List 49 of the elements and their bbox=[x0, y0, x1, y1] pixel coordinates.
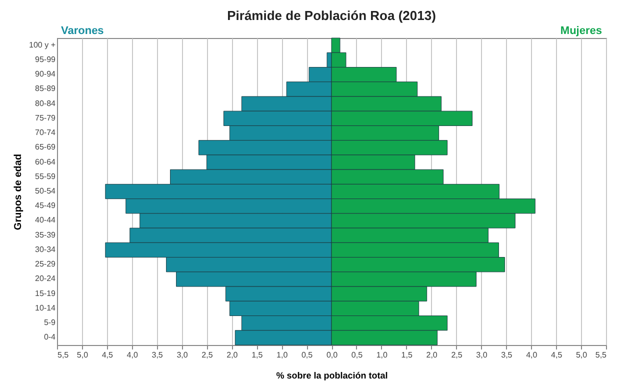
x-tick-label: 1,5 bbox=[401, 350, 413, 360]
y-tick-label: 90-94 bbox=[35, 70, 56, 79]
x-tick-label: 3,5 bbox=[501, 350, 513, 360]
x-tick-label: 2,5 bbox=[451, 350, 463, 360]
y-tick-label: 15-19 bbox=[35, 288, 56, 298]
x-tick-label: 5,5 bbox=[58, 350, 70, 360]
y-tick-label: 45-49 bbox=[35, 201, 56, 210]
y-tick-label: 55-59 bbox=[35, 172, 56, 181]
y-axis-title: Grupos de edad bbox=[13, 154, 24, 230]
x-tick-label: 2,5 bbox=[202, 350, 214, 360]
y-tick-label: 25-29 bbox=[35, 260, 56, 269]
text: Mujeres bbox=[560, 25, 602, 37]
x-tick-label: 0,5 bbox=[351, 350, 364, 360]
y-tick-label: 50-54 bbox=[35, 186, 56, 196]
x-tick-label: 3,0 bbox=[476, 350, 488, 360]
y-tick-label: 100 y + bbox=[29, 40, 56, 50]
y-tick-label: 95-99 bbox=[35, 54, 56, 64]
x-tick-label: 2,0 bbox=[226, 350, 238, 360]
y-tick-label: 85-89 bbox=[35, 84, 56, 94]
y-tick-label: 60-64 bbox=[35, 157, 56, 166]
chart-title: Pirámide de Población Roa (2013) bbox=[227, 8, 436, 23]
y-tick-label: 65-69 bbox=[35, 142, 56, 152]
y-tick-label: 30-34 bbox=[35, 244, 56, 254]
x-tick-label: 3,0 bbox=[176, 350, 188, 360]
x-tick-label: 1,0 bbox=[376, 350, 388, 360]
x-tick-label: 1,5 bbox=[252, 350, 264, 360]
x-tick-label: 3,5 bbox=[152, 350, 164, 360]
x-tick-label: 1,0 bbox=[276, 350, 288, 360]
y-tick-label: 75-79 bbox=[35, 113, 56, 122]
x-tick-label: 0,5 bbox=[301, 350, 314, 360]
y-tick-label: 10-14 bbox=[35, 303, 56, 312]
x-tick-label: 4,0 bbox=[126, 350, 138, 360]
y-tick-label: 70-74 bbox=[35, 128, 56, 138]
y-tick-label: 80-84 bbox=[35, 98, 56, 108]
x-tick-label: 4,5 bbox=[102, 350, 114, 360]
y-tick-label: 40-44 bbox=[35, 216, 56, 225]
x-tick-label: 5,5 bbox=[595, 350, 608, 360]
y-tick-label: 35-39 bbox=[35, 230, 56, 240]
x-axis-title: % sobre la población total bbox=[276, 370, 388, 380]
x-tick-label: 0,0 bbox=[326, 350, 338, 360]
x-tick-label: 2,0 bbox=[426, 350, 438, 360]
text: Varones bbox=[61, 25, 104, 37]
y-tick-label: 0-4 bbox=[44, 332, 56, 342]
x-tick-label: 5,0 bbox=[576, 350, 588, 360]
y-tick-label: 5-9 bbox=[44, 318, 56, 328]
y-tick-label: 20-24 bbox=[35, 274, 56, 284]
x-tick-label: 5,0 bbox=[76, 350, 89, 360]
x-tick-label: 4,5 bbox=[551, 350, 563, 360]
x-tick-label: 4,0 bbox=[526, 350, 538, 360]
